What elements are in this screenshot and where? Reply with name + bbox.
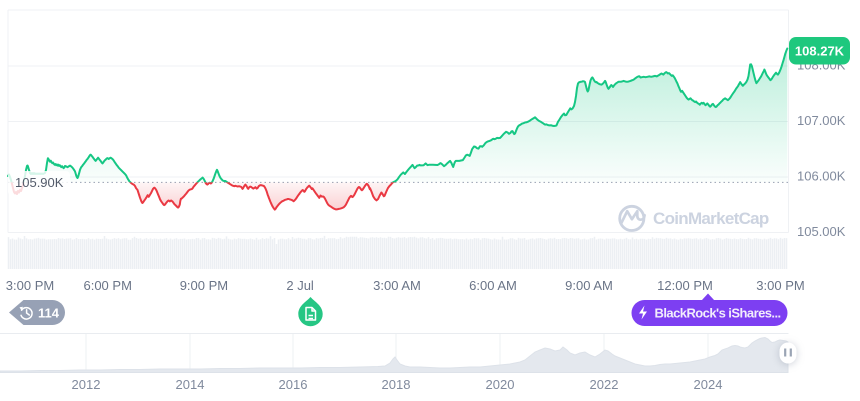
svg-text:107.00K: 107.00K xyxy=(797,113,846,128)
svg-text:105.90K: 105.90K xyxy=(15,175,64,190)
svg-text:3:00 PM: 3:00 PM xyxy=(756,278,804,293)
svg-text:9:00 AM: 9:00 AM xyxy=(565,278,613,293)
svg-text:2016: 2016 xyxy=(279,377,308,392)
svg-text:108.27K: 108.27K xyxy=(795,44,845,59)
svg-text:106.00K: 106.00K xyxy=(797,169,846,184)
svg-text:6:00 PM: 6:00 PM xyxy=(83,278,131,293)
svg-text:CoinMarketCap: CoinMarketCap xyxy=(653,209,769,228)
svg-text:2018: 2018 xyxy=(382,377,411,392)
svg-text:12:00 PM: 12:00 PM xyxy=(657,278,713,293)
svg-text:9:00 PM: 9:00 PM xyxy=(180,278,228,293)
svg-text:2024: 2024 xyxy=(694,377,723,392)
svg-text:2 Jul: 2 Jul xyxy=(286,278,314,293)
svg-text:6:00 AM: 6:00 AM xyxy=(469,278,517,293)
svg-text:2020: 2020 xyxy=(486,377,515,392)
svg-text:3:00 PM: 3:00 PM xyxy=(6,278,54,293)
svg-text:114: 114 xyxy=(38,306,60,321)
svg-text:2022: 2022 xyxy=(590,377,619,392)
svg-text:2014: 2014 xyxy=(176,377,205,392)
svg-text:105.00K: 105.00K xyxy=(797,224,846,239)
svg-text:2012: 2012 xyxy=(72,377,101,392)
svg-text:3:00 AM: 3:00 AM xyxy=(373,278,421,293)
svg-text:BlackRock's iShares...: BlackRock's iShares... xyxy=(655,306,781,321)
